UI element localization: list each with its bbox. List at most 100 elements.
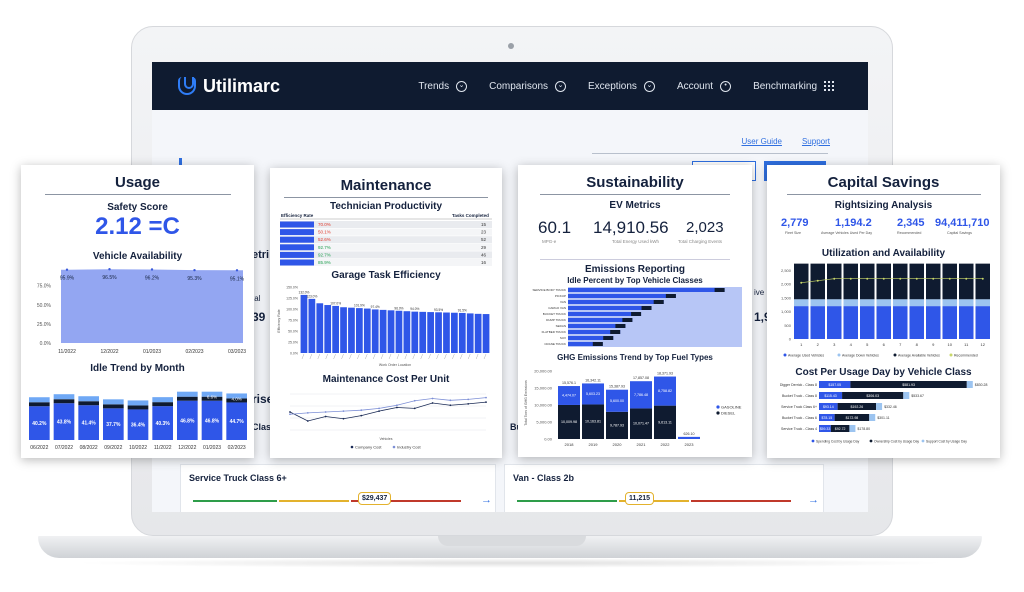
nav-benchmarking[interactable]: Benchmarking <box>753 81 834 92</box>
section-subtitle: Idle Percent by Top Vehicle Classes <box>567 276 703 285</box>
bar-segment-light <box>127 400 149 406</box>
ownership-bar <box>837 403 877 410</box>
support-bar <box>966 381 973 388</box>
x-tick <box>341 353 344 360</box>
nav-trends[interactable]: Trends ⌄ <box>418 80 468 92</box>
data-label: 96.0% <box>394 306 403 310</box>
arrow-right-icon[interactable]: → <box>808 494 819 506</box>
data-point <box>306 412 309 414</box>
laptop-shadow <box>70 558 950 568</box>
used-bar <box>926 306 941 339</box>
data-label: $59.33 <box>820 427 831 431</box>
data-point <box>882 277 885 280</box>
data-point <box>413 399 416 402</box>
idle-bar <box>152 406 173 440</box>
productivity-table: Efficiency Rate Tasks Completed 70.0% 15 50.… <box>280 213 492 266</box>
chevron-circle-icon: ⌄ <box>456 80 468 92</box>
efficiency-bar <box>324 305 332 353</box>
y-tick-label: 75.0% <box>37 284 52 290</box>
x-tick-label: 12/2022 <box>178 445 196 451</box>
legend-label: Spending Cost by Usage Day <box>816 440 860 444</box>
row-label: DUMP TRUCK <box>546 318 566 322</box>
rate-value: 52.6% <box>318 237 331 242</box>
x-tick <box>349 353 352 360</box>
data-point <box>431 397 434 400</box>
row-title: Van - Class 2b <box>513 473 575 483</box>
data-label: $306.03 <box>866 394 879 398</box>
nav-account[interactable]: Account • <box>677 80 732 92</box>
data-label: 123.0% <box>306 294 317 298</box>
data-label: 40.3% <box>156 421 171 427</box>
idle-trend-chart: 40.2% 06/2022 43.8% 07/2022 41.4% 08/2022 37.7… <box>29 391 247 451</box>
data-label: 5,600.00 <box>610 399 624 403</box>
nav-comparisons[interactable]: Comparisons ⌄ <box>489 80 567 92</box>
data-point <box>833 277 836 280</box>
capital-savings-card[interactable]: Capital Savings Rightsizing Analysis 2,7… <box>767 165 1000 458</box>
bar-segment-dark <box>78 401 99 406</box>
data-label: 94.0% <box>410 307 419 311</box>
idle-bar <box>201 400 223 440</box>
bg-fragment: Clas <box>252 422 272 432</box>
used-bar <box>975 306 990 339</box>
used-bar <box>876 306 891 339</box>
user-guide-link[interactable]: User Guide <box>741 137 782 146</box>
bg-row-card[interactable]: Service Truck Class 6+ $29,437 → <box>180 464 496 512</box>
x-tick-label: 01/2023 <box>203 445 221 451</box>
data-point <box>866 277 869 280</box>
gasoline-bar <box>582 404 604 439</box>
legend-label: Company Cost <box>355 445 382 450</box>
ownership-bar <box>834 414 870 421</box>
table-row <box>280 221 492 228</box>
laptop-base <box>38 536 982 558</box>
usage-card[interactable]: Usage Safety Score 2.12 =C Vehicle Avail… <box>21 165 254 458</box>
range-segment-green <box>517 500 617 502</box>
used-bar <box>942 306 957 339</box>
data-point <box>800 281 803 284</box>
card-title: Capital Savings <box>827 174 940 191</box>
bg-row-card[interactable]: Van - Class 2b 11,215 → <box>504 464 824 512</box>
data-label: $192.26 <box>851 405 864 409</box>
total-label: 18,371.93 <box>657 372 673 376</box>
bar-segment-light <box>177 391 198 397</box>
bar-segment-light <box>201 391 223 397</box>
app-screen: Utilimarc Trends ⌄ Comparisons ⌄ Exception… <box>152 62 868 512</box>
x-tick <box>373 353 376 360</box>
chevron-circle-icon: ⌄ <box>643 80 655 92</box>
efficiency-bar <box>474 313 482 353</box>
arrow-right-icon[interactable]: → <box>481 494 492 506</box>
data-point <box>289 413 291 416</box>
rate-bar <box>280 259 314 266</box>
ownership-bar <box>830 425 850 432</box>
sustainability-card[interactable]: Sustainability EV Metrics 60.1 MPG-e 14,… <box>518 165 752 457</box>
legend-swatch <box>716 411 720 415</box>
x-tick-label: 2 <box>817 342 820 347</box>
brand-logo[interactable]: Utilimarc <box>178 76 280 97</box>
nav-exceptions[interactable]: Exceptions ⌄ <box>588 80 655 92</box>
x-tick-label: 01/2023 <box>143 349 161 355</box>
table-row <box>280 251 492 259</box>
support-link[interactable]: Support <box>801 137 830 146</box>
garage-efficiency-chart: Efficiency Rate 150.0% 125.0% 100.0% 75.0% 50… <box>277 286 490 367</box>
grid-icon <box>824 81 834 91</box>
efficiency-bar <box>308 298 316 353</box>
efficiency-bar <box>371 309 379 353</box>
data-label: 5,603.23 <box>586 392 600 396</box>
data-label: 10,009.98 <box>561 420 577 424</box>
bar-segment-light <box>226 393 247 399</box>
data-point <box>342 417 345 420</box>
used-bar <box>810 306 825 339</box>
y-tick-label: 1,000 <box>781 309 792 314</box>
idle-bar-dark <box>603 336 614 340</box>
divider <box>592 153 828 154</box>
y-tick-label: 50.0% <box>288 330 298 334</box>
data-label: 8,758.82 <box>658 389 672 393</box>
section-title: Vehicle Availability <box>92 251 183 262</box>
legend-label: Industry Cost <box>397 445 421 450</box>
metric-value: 2,023 <box>686 219 724 236</box>
cost-line <box>289 401 487 422</box>
maintenance-card[interactable]: Maintenance Technician Productivity Effi… <box>270 168 502 458</box>
idle-percent-chart: SERVICE BODY TRUCK PICKUP VAN CARGO VAN BUCK… <box>532 287 742 347</box>
bar-segment-light <box>78 396 99 402</box>
ghg-emissions-chart: Total Tons of GHG Emissions 20,000.00 15,0… <box>524 369 742 448</box>
down-bar <box>975 299 990 307</box>
